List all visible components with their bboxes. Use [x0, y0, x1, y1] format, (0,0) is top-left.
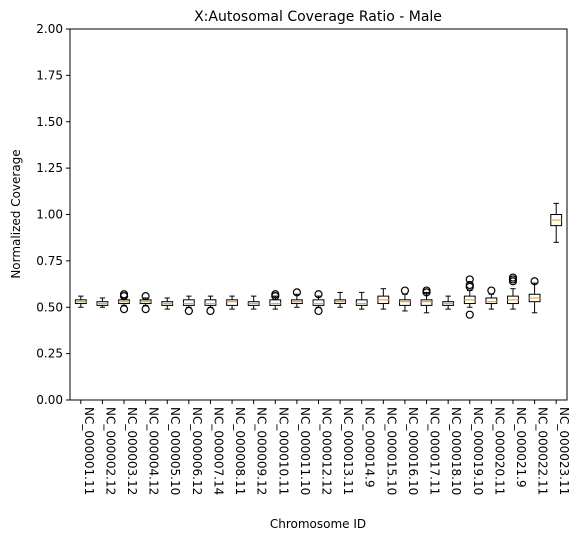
x-tick-label: NC_000001.11	[82, 407, 96, 495]
x-tick-label: NC_000007.14	[211, 407, 225, 495]
outlier-point	[119, 305, 129, 314]
outlier-point	[119, 290, 129, 299]
x-tick-label: NC_000004.12	[147, 407, 161, 495]
x-tick-label: NC_000003.12	[125, 407, 139, 495]
box-NC_000001.11	[74, 295, 87, 308]
box-body	[312, 299, 325, 306]
box-NC_000012.12	[312, 290, 325, 316]
box-NC_000002.12	[96, 297, 109, 308]
x-tick-label: NC_000014.9	[363, 407, 377, 488]
box-NC_000007.14	[204, 295, 217, 316]
x-tick-label: NC_000016.10	[406, 407, 420, 495]
outlier-point	[271, 290, 280, 299]
x-tick-label: NC_000021.9	[514, 407, 528, 488]
box-NC_000021.9	[507, 273, 519, 310]
outlier-point	[141, 305, 150, 314]
outlier-point	[508, 273, 518, 282]
x-tick-label: NC_000018.10	[449, 407, 463, 495]
box-body	[420, 299, 433, 306]
box-NC_000013.11	[334, 291, 347, 308]
box-NC_000008.11	[226, 295, 238, 310]
x-tick-label: NC_000011.10	[298, 407, 312, 495]
box-body	[355, 299, 368, 306]
x-tick-label: NC_000002.12	[103, 407, 117, 495]
y-tick-label: 0.25	[36, 347, 63, 361]
box-body	[204, 299, 217, 306]
box-NC_000018.10	[442, 295, 455, 310]
outlier-point	[422, 286, 431, 295]
y-axis-label: Normalized Coverage	[9, 149, 23, 278]
box-NC_000011.10	[290, 288, 303, 308]
box-NC_000009.12	[247, 295, 260, 310]
x-axis: NC_000001.11 NC_000002.12 NC_000003.12 NC_0…	[80, 400, 571, 495]
box-NC_000023.11	[550, 202, 563, 243]
x-tick-label: NC_000008.11	[233, 407, 247, 495]
box-NC_000017.11	[420, 286, 433, 314]
y-tick-label: 0.75	[36, 254, 63, 268]
x-tick-label: NC_000020.11	[492, 407, 506, 495]
x-tick-label: NC_000022.11	[536, 407, 550, 495]
box-NC_000005.10	[161, 297, 174, 310]
outlier-point	[530, 277, 539, 286]
y-tick-label: 2.00	[36, 22, 63, 36]
x-tick-label: NC_000012.12	[320, 407, 334, 495]
y-axis: 0.00 0.25 0.50 0.75 1.00 1.25 1.50 1.75 2.00	[36, 22, 70, 407]
outlier-point	[292, 288, 301, 297]
x-tick-label: NC_000013.11	[341, 407, 355, 495]
x-tick-label: NC_000010.11	[276, 407, 290, 495]
plot-area	[74, 202, 563, 319]
outlier-point	[465, 280, 474, 290]
outlier-point	[487, 286, 496, 295]
box-NC_000016.10	[399, 286, 411, 312]
y-tick-label: 1.50	[36, 115, 63, 129]
y-tick-label: 1.75	[36, 68, 63, 82]
outlier-point	[184, 306, 193, 316]
x-tick-label: NC_000015.10	[384, 407, 398, 495]
box-NC_000004.12	[139, 292, 152, 314]
box-NC_000014.9	[355, 291, 368, 310]
y-tick-label: 0.50	[36, 300, 63, 314]
x-tick-label: NC_000006.12	[190, 407, 204, 495]
outlier-point	[400, 286, 410, 295]
box-NC_000010.11	[269, 290, 282, 310]
plot-frame	[69, 28, 568, 401]
box-body	[485, 297, 498, 305]
x-tick-label: NC_000005.10	[168, 407, 182, 495]
y-tick-label: 1.25	[36, 161, 63, 175]
outlier-point	[314, 290, 323, 299]
x-axis-label: Chromosome ID	[270, 517, 366, 531]
x-tick-label: NC_000023.11	[557, 407, 571, 495]
box-body	[182, 299, 195, 306]
x-tick-label: NC_000017.11	[428, 407, 442, 495]
outlier-point	[314, 306, 323, 316]
box-NC_000015.10	[377, 288, 390, 310]
outlier-point	[206, 306, 215, 316]
box-body	[269, 299, 282, 306]
box-NC_000022.11	[528, 277, 541, 314]
chart-title: X:Autosomal Coverage Ratio - Male	[194, 9, 442, 25]
x-tick-label: NC_000009.12	[255, 407, 269, 495]
box-NC_000003.12	[118, 290, 130, 314]
box-body	[399, 299, 411, 306]
box-NC_000019.10	[463, 275, 476, 319]
y-tick-label: 0.00	[36, 393, 63, 407]
outlier-point	[465, 275, 474, 284]
box-body	[226, 299, 238, 306]
y-tick-label: 1.00	[36, 208, 63, 222]
box-NC_000020.11	[485, 286, 498, 310]
outlier-point	[465, 310, 474, 319]
x-tick-label: NC_000019.10	[471, 407, 485, 495]
outlier-point	[141, 292, 150, 301]
box-NC_000006.12	[182, 295, 195, 316]
